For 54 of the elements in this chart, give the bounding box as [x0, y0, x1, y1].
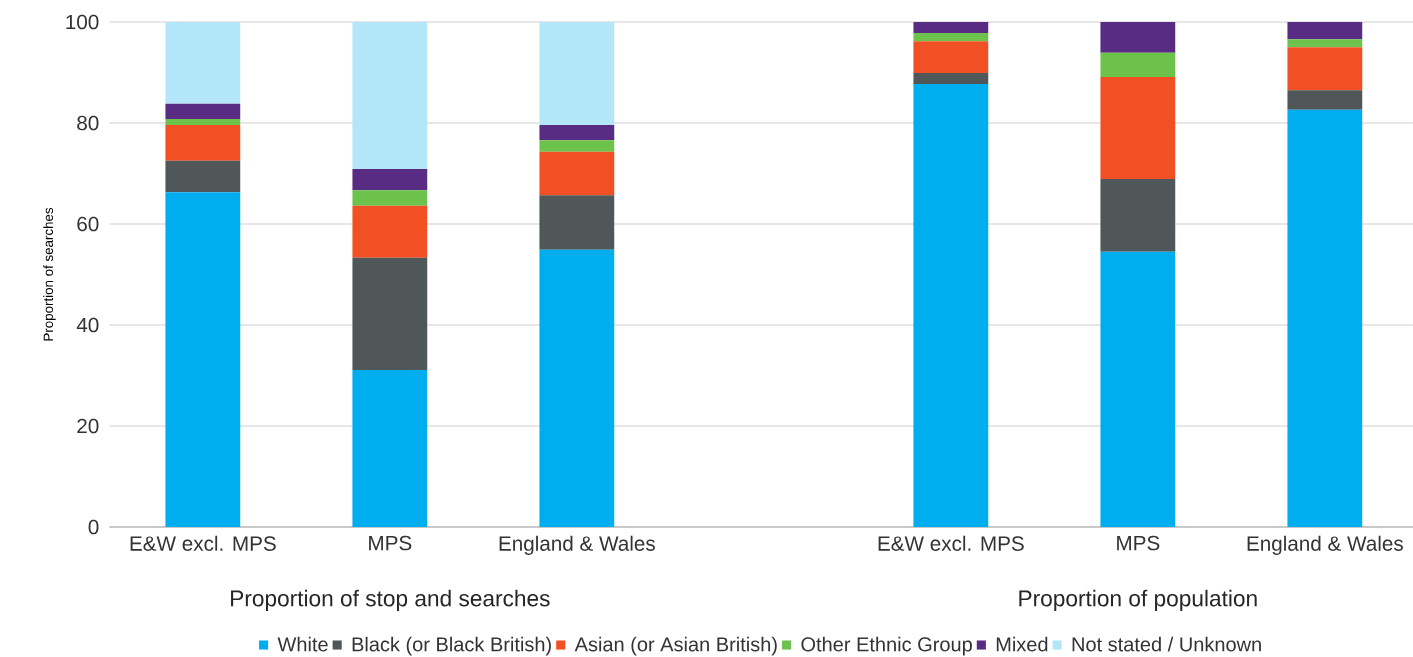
text: Proportion of population [1019, 589, 1257, 611]
bar [352, 190, 428, 206]
bar [913, 41, 989, 73]
legend-label: Other Ethnic Group [801, 636, 972, 656]
bar [165, 192, 241, 527]
bar [1100, 179, 1176, 252]
bar [539, 140, 615, 152]
bar [1100, 21, 1176, 53]
bar [352, 257, 428, 370]
legend-label: Black (or Black British) [352, 636, 551, 656]
y-tick-label: 0 [88, 519, 99, 535]
bar [1287, 39, 1363, 48]
legend-label: Asian (or Asian British) [574, 636, 777, 656]
legend-label: Not stated / Unknown [1072, 636, 1261, 652]
bar [165, 118, 241, 126]
bar [913, 21, 989, 34]
x-tick-label: E&W excl. MPS [130, 535, 276, 551]
bar [1100, 52, 1176, 78]
text: Proportion of stop and searches [231, 589, 550, 611]
x-tick-label: E&W excl. MPS [878, 535, 1024, 551]
bar [1287, 90, 1363, 110]
y-tick-label: 20 [77, 418, 99, 434]
legend-label: White [277, 636, 328, 652]
x-tick-label: England & Wales [1247, 535, 1403, 555]
bar [165, 125, 241, 161]
bar [913, 73, 989, 85]
bar [352, 168, 428, 191]
y-tick-label: 40 [76, 317, 99, 333]
bar [165, 103, 241, 119]
bar [165, 21, 241, 104]
bar [539, 125, 615, 141]
y-tick-label: 100 [66, 14, 99, 30]
bar [1100, 251, 1176, 527]
bar [165, 160, 241, 193]
y-tick-label: 60 [77, 216, 99, 232]
bar [1287, 21, 1363, 40]
bar [913, 84, 989, 527]
bar [352, 21, 428, 169]
legend-label: Mixed [996, 636, 1048, 652]
bar [1287, 109, 1363, 527]
bar [539, 21, 615, 126]
y-tick-label: 80 [77, 115, 99, 131]
bar [352, 205, 428, 258]
bar [352, 369, 428, 527]
bar [539, 151, 615, 196]
x-tick-label: MPS [1117, 535, 1160, 551]
x-tick-label: MPS [369, 535, 412, 551]
bar [1287, 47, 1363, 91]
bar [1100, 77, 1176, 180]
x-tick-label: England & Wales [499, 535, 655, 555]
bar [539, 195, 615, 250]
y-axis-title: Proportion of searches [43, 207, 56, 341]
bar [913, 33, 989, 42]
bar [539, 249, 615, 527]
